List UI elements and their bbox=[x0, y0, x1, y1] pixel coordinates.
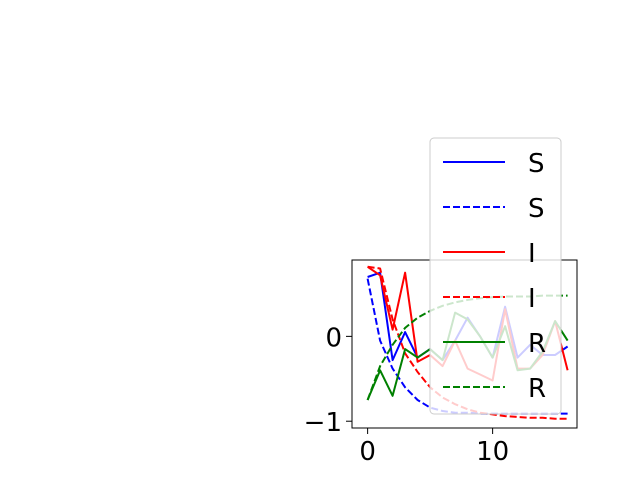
legend-box bbox=[429, 137, 562, 415]
legend-label-4: R bbox=[528, 329, 546, 359]
x-tick-label: 10 bbox=[476, 437, 509, 467]
legend-label-5: R bbox=[528, 374, 546, 404]
legend-label-1: S bbox=[528, 194, 545, 224]
y-tick-label: 0 bbox=[325, 323, 342, 353]
legend-label-2: I bbox=[528, 239, 536, 269]
legend-label-0: S bbox=[528, 149, 545, 179]
y-tick-label: −1 bbox=[304, 408, 342, 438]
x-tick-label: 0 bbox=[359, 437, 376, 467]
series-line-3 bbox=[367, 265, 568, 420]
legend-label-3: I bbox=[528, 284, 536, 314]
